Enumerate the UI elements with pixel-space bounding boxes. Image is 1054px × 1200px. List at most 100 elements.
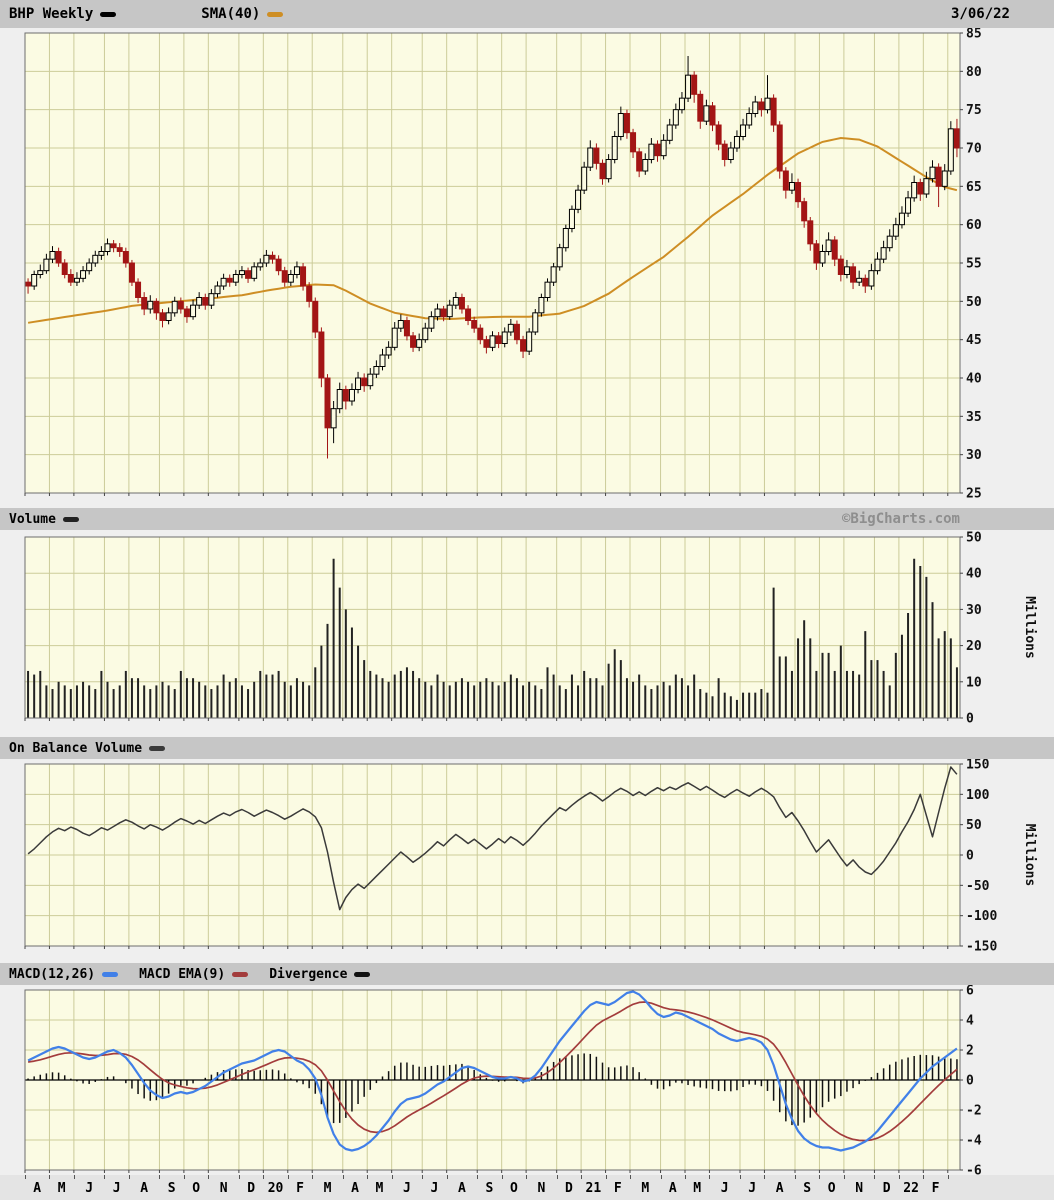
candle [122, 251, 129, 264]
candle [733, 136, 740, 149]
candle [220, 277, 227, 287]
macd-ema-legend: MACD EMA(9) [139, 967, 255, 982]
candle [281, 270, 288, 283]
macd-legend-dash-icon [102, 971, 119, 977]
candle [37, 270, 44, 276]
candle [709, 105, 716, 126]
y-axis-tick-label: 30 [966, 448, 982, 463]
candle [373, 366, 380, 375]
candle [526, 331, 533, 352]
y-axis-tick-label: 4 [966, 1014, 974, 1029]
candle [147, 300, 154, 310]
month-label: N [537, 1181, 546, 1196]
month-label: 22 [903, 1181, 919, 1196]
volume-legend-dash-icon [62, 516, 79, 522]
candle [312, 300, 319, 333]
candle [788, 182, 795, 191]
candle [575, 189, 582, 210]
candle [672, 109, 679, 126]
y-axis-tick-label: 55 [966, 257, 982, 272]
y-axis-tick-label: -150 [966, 940, 997, 955]
candle [104, 243, 111, 252]
month-tick [630, 1175, 631, 1179]
candle [660, 139, 667, 157]
candle [758, 101, 765, 111]
candle [556, 247, 563, 268]
macd-header-bar: MACD(12,26) MACD EMA(9) Divergence [0, 963, 1054, 985]
candle [73, 277, 80, 283]
candle [550, 266, 557, 283]
macd-chart-svg: 6 4 2 0 -2 -4 -6 [24, 985, 982, 1176]
candle [98, 251, 105, 256]
candle [232, 274, 239, 283]
candle [617, 113, 624, 137]
candle [159, 312, 166, 322]
month-tick [660, 1175, 662, 1179]
month-label: F [613, 1181, 622, 1196]
month-label: A [33, 1181, 42, 1196]
candle [819, 251, 826, 264]
y-axis-tick-label: -4 [966, 1134, 982, 1149]
candle [880, 247, 887, 260]
candle [782, 170, 789, 191]
y-axis-tick-label: -6 [966, 1164, 982, 1176]
month-tick [501, 1175, 503, 1179]
candle [471, 320, 478, 329]
candle [685, 74, 692, 99]
month-tick [764, 1175, 766, 1179]
chart-date: 3/06/22 [950, 6, 1010, 22]
y-axis-tick-label: 40 [966, 567, 982, 582]
month-tick [159, 1175, 161, 1179]
price-legend-dash-icon [100, 11, 117, 17]
y-axis-tick-label: 0 [966, 849, 974, 864]
candle [483, 339, 490, 348]
chart-header-bar: BHP Weekly SMA(40) 3/06/22 [0, 0, 1054, 28]
candle [446, 304, 453, 318]
month-tick [128, 1175, 130, 1179]
candle [300, 266, 307, 287]
candle [410, 335, 417, 348]
y-axis-title: Millions [1022, 824, 1037, 887]
month-tick [73, 1175, 75, 1179]
candle [917, 182, 924, 195]
candle [843, 266, 850, 275]
month-label: A [668, 1181, 677, 1196]
month-label: J [720, 1181, 729, 1196]
candle [868, 270, 875, 287]
candle [61, 262, 68, 275]
month-tick [287, 1175, 289, 1179]
candle [691, 74, 698, 95]
candle [678, 97, 685, 111]
month-label: F [931, 1181, 940, 1196]
month-label: J [85, 1181, 94, 1196]
candle [648, 143, 655, 160]
month-label: M [693, 1181, 702, 1196]
y-axis-tick-label: 30 [966, 603, 982, 618]
price-panel: 85 80 75 70 65 60 55 50 45 40 35 30 25 [0, 28, 1054, 508]
candle [257, 262, 264, 268]
candle [293, 266, 300, 275]
candle [110, 243, 117, 249]
month-tick [709, 1175, 711, 1179]
y-axis-tick-label: 40 [966, 372, 982, 387]
month-label: N [219, 1181, 228, 1196]
y-axis-tick-label: 0 [966, 1074, 974, 1089]
candle [630, 132, 637, 153]
month-label: J [748, 1181, 757, 1196]
candle [740, 124, 747, 137]
candle [92, 254, 99, 264]
month-label: M [323, 1181, 332, 1196]
candle [513, 323, 520, 341]
candle [764, 97, 771, 111]
candle [80, 270, 87, 279]
candle [611, 136, 618, 160]
month-label: S [485, 1181, 494, 1196]
candle [795, 182, 802, 203]
candle [238, 270, 245, 276]
month-label: O [827, 1181, 836, 1196]
candle [269, 254, 276, 260]
month-label: 20 [267, 1181, 284, 1196]
divergence-label: Divergence [269, 966, 348, 982]
y-axis-tick-label: 45 [966, 333, 982, 348]
candle [361, 377, 368, 387]
